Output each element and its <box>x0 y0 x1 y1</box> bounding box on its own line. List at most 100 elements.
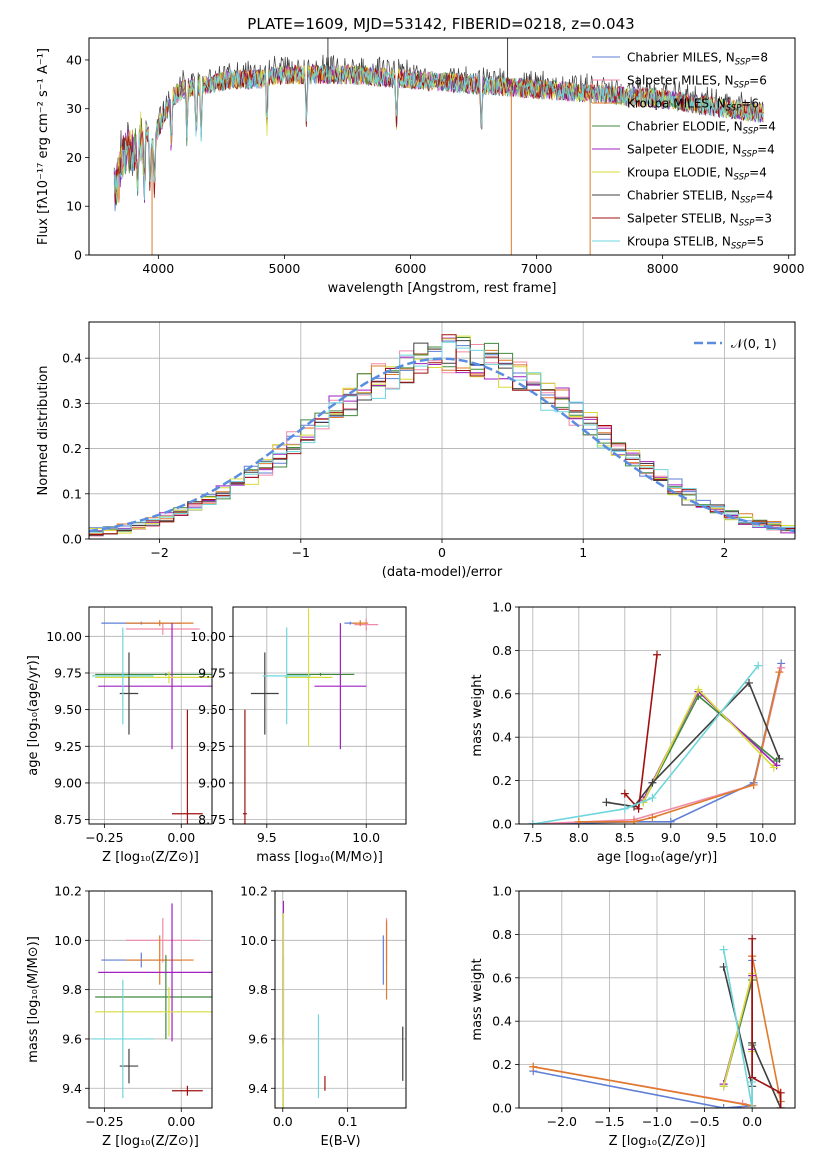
figure-title: PLATE=1609, MJD=53142, FIBERID=0218, z=0… <box>247 15 634 33</box>
weight-marker <box>648 813 657 822</box>
weight_vs_Z-lines <box>529 934 785 1108</box>
weight_vs_age-frame <box>518 606 796 825</box>
y-tick-label: 9.00 <box>54 775 82 790</box>
x-tick-label: −2.0 <box>547 1114 577 1129</box>
weight-marker <box>719 1082 728 1091</box>
x-tick-label: 0.0 <box>742 1114 762 1129</box>
y-tick-label: 9.75 <box>54 665 82 680</box>
y-tick-label: 0.6 <box>492 970 512 985</box>
age_vs_mass-frame <box>232 606 407 825</box>
weight_vs_Z-axes: −2.0 −1.5 −1.0 −0.5 0.0 0.0 0.2 0.4 0.6 0.8 1.0 Z [… <box>470 884 795 1149</box>
weight-marker <box>776 1088 785 1097</box>
y-tick-label: 9.8 <box>248 982 268 997</box>
legend-entry: Salpeter STELIB, NSSP=3 <box>627 212 772 229</box>
x-tick-label: 6000 <box>395 261 427 276</box>
y-tick-label: 9.6 <box>248 1031 268 1046</box>
y-tick-label: 0.8 <box>492 927 512 942</box>
x-tick-label: 7.5 <box>523 830 543 845</box>
y-tick-label: 10 <box>66 199 82 214</box>
weight-marker <box>769 763 778 772</box>
x-tick-label: 2 <box>720 545 728 560</box>
y-axis-label: Flux [fλ10⁻¹⁷ erg cm⁻² s⁻¹ A⁻¹] <box>36 48 51 245</box>
legend-entry: Chabrier MILES, NSSP=8 <box>627 51 768 68</box>
spectrum-line <box>113 64 764 201</box>
y-tick-label: 40 <box>66 52 82 67</box>
legend-entry: Chabrier ELODIE, NSSP=4 <box>627 120 776 137</box>
legend-entry: Kroupa MILES, NSSP=6 <box>627 97 759 114</box>
weight-line <box>722 949 754 1108</box>
y-tick-label: 30 <box>66 101 82 116</box>
weight-marker <box>666 817 675 824</box>
normal-curve <box>89 357 795 533</box>
x-tick-label: 9.5 <box>707 830 727 845</box>
x-tick-label: −1.0 <box>642 1114 672 1129</box>
x-axis-label: Z [log₁₀(Z/Z⊙)] <box>102 850 199 865</box>
y-tick-label: 8.75 <box>198 812 226 827</box>
weight-marker <box>630 817 638 824</box>
y-tick-label: 20 <box>66 150 82 165</box>
weight_vs_Z-frame <box>518 890 796 1109</box>
plots: 4000 5000 6000 7000 8000 9000010203040wavelen… <box>26 37 805 1149</box>
y-tick-label: 0.2 <box>492 1057 512 1072</box>
legend-entry: Salpeter ELODIE, NSSP=4 <box>627 143 775 160</box>
x-tick-label: 0 <box>438 545 446 560</box>
mass_vs_ebv-axes: 0.0 0.1 9.4 9.6 9.8 10.0 10.2 E(B-V) <box>240 884 406 1149</box>
residual-legend: 𝒩(0, 1) <box>694 336 777 351</box>
y-tick-label: 8.75 <box>54 812 82 827</box>
x-tick-label: −1.5 <box>594 1114 624 1129</box>
weight-marker <box>775 668 784 677</box>
weight-marker <box>528 820 537 824</box>
weight-marker <box>694 685 703 694</box>
legend-entry: Chabrier STELIB, NSSP=4 <box>627 189 773 206</box>
weight-marker <box>754 661 763 670</box>
x-tick-label: 9000 <box>773 261 805 276</box>
weight-marker <box>648 778 657 787</box>
x-tick-label: 0.00 <box>167 1114 195 1129</box>
legend-entry: Salpeter MILES, NSSP=6 <box>627 74 767 91</box>
weight_vs_age-axes: 7.5 8.0 8.5 9.0 9.5 10.0 0.0 0.2 0.4 0.6 0.8 1.0 age… <box>470 600 795 865</box>
weight-marker <box>748 1104 757 1108</box>
y-tick-label: 9.4 <box>248 1081 268 1096</box>
y-tick-label: 0 <box>74 248 82 263</box>
y-tick-label: 9.4 <box>62 1081 82 1096</box>
y-tick-label: 0.4 <box>62 351 82 366</box>
x-axis-label: wavelength [Angstrom, rest frame] <box>328 281 557 296</box>
y-tick-label: 0.4 <box>492 730 512 745</box>
spectrum-line <box>113 65 764 206</box>
y-tick-label: 9.25 <box>198 739 226 754</box>
y-tick-label: 0.4 <box>492 1014 512 1029</box>
x-tick-label: 10.0 <box>749 830 777 845</box>
legend-entry: Kroupa ELODIE, NSSP=4 <box>627 166 767 183</box>
age_vs_mass-errorbars <box>242 608 379 824</box>
x-tick-label: 5000 <box>269 261 301 276</box>
weight-marker <box>634 804 643 813</box>
x-tick-label: 0.1 <box>338 1114 358 1129</box>
weight-line <box>578 671 781 823</box>
y-tick-label: 0.1 <box>62 486 82 501</box>
y-axis-label: mass weight <box>470 958 485 1040</box>
x-tick-label: 8000 <box>647 261 679 276</box>
weight-marker <box>777 663 786 672</box>
y-tick-label: 10.0 <box>240 933 268 948</box>
y-tick-label: 0.2 <box>492 773 512 788</box>
x-tick-label: 10.0 <box>352 830 380 845</box>
residuals-frame <box>88 321 796 540</box>
x-tick-label: −0.5 <box>689 1114 719 1129</box>
weight-marker <box>620 789 629 798</box>
x-tick-label: 0.00 <box>167 830 195 845</box>
y-tick-label: 9.50 <box>198 702 226 717</box>
weight_vs_age-lines <box>528 650 786 824</box>
mass_vs_Z-axes: −0.25 0.00 9.4 9.6 9.8 10.0 10.2 Z [log₁₀(Z/Z⊙)… <box>26 884 212 1149</box>
y-tick-label: 0.2 <box>62 441 82 456</box>
y-tick-label: 0.8 <box>492 643 512 658</box>
spectrum-frame <box>88 37 796 256</box>
weight-marker <box>745 678 753 687</box>
y-tick-label: 9.25 <box>54 739 82 754</box>
weight-line <box>532 667 782 824</box>
y-tick-label: 10.2 <box>54 884 82 899</box>
weight-marker <box>749 780 758 789</box>
y-axis-label: Normed distribution <box>36 366 51 496</box>
x-tick-label: 8.0 <box>569 830 589 845</box>
weight-marker <box>719 945 728 954</box>
x-axis-label: mass [log₁₀(M/M⊙)] <box>256 850 383 865</box>
